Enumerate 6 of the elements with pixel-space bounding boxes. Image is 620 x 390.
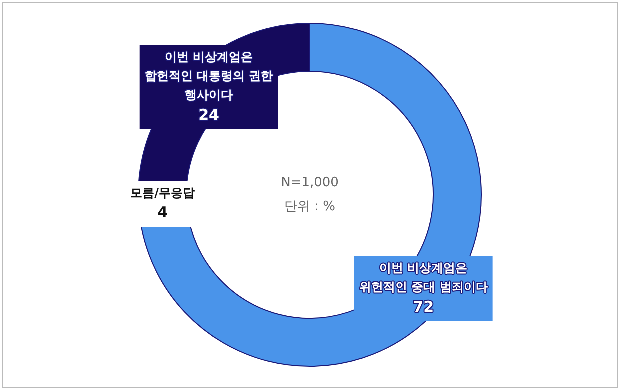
data-label: 24 [198,106,220,124]
slice-label: 이번 비상계엄은 위헌적인 중대 범죄이다 [359,261,488,294]
text: 단위 : % [284,199,336,214]
slice-label: 이번 비상계엄은 합헌적인 대통령의 권한 행사이다 [144,50,274,102]
data-label: 72 [413,298,434,316]
text: N=1,000 [281,175,339,190]
